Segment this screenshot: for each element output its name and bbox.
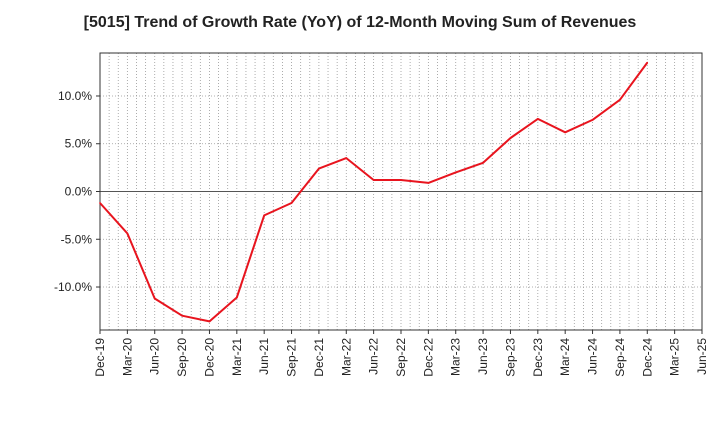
data-point — [591, 119, 594, 121]
data-point — [482, 162, 484, 164]
data-point — [181, 314, 183, 317]
y-tick-label: 0.0% — [65, 185, 93, 199]
x-tick-label: Jun-24 — [586, 338, 600, 375]
x-tick-label: Sep-24 — [613, 338, 627, 377]
data-point — [345, 157, 348, 159]
x-tick-label: Sep-21 — [285, 338, 299, 377]
data-point — [208, 320, 211, 323]
x-tick-label: Mar-21 — [230, 338, 244, 376]
data-point — [400, 179, 402, 181]
x-tick-label: Mar-22 — [339, 338, 353, 376]
axes — [96, 52, 703, 334]
x-tick-label: Dec-21 — [312, 338, 326, 377]
grid-lines — [100, 53, 702, 330]
chart-title: [5015] Trend of Growth Rate (YoY) of 12-… — [83, 14, 637, 31]
y-tick-label: -10.0% — [54, 280, 92, 294]
x-tick-label: Jun-22 — [367, 338, 381, 375]
data-point — [318, 167, 320, 170]
tick-labels: 10.0% 5.0% 0.0% -5.0% -10.0% Dec-19 Mar-20 Jun-… — [54, 89, 709, 377]
y-tick-label: 10.0% — [58, 89, 92, 103]
x-tick-label: Jun-25 — [695, 338, 709, 375]
data-point — [509, 137, 512, 139]
data-point — [290, 202, 293, 204]
x-tick-label: Dec-19 — [93, 338, 107, 377]
x-tick-label: Mar-24 — [558, 338, 572, 376]
x-tick-label: Sep-23 — [503, 338, 517, 377]
data-point — [537, 118, 539, 120]
data-point — [619, 99, 621, 101]
x-tick-label: Jun-20 — [148, 338, 162, 375]
y-tick-label: 5.0% — [65, 137, 93, 151]
x-tick-label: Dec-20 — [202, 338, 216, 377]
x-tick-label: Jun-21 — [257, 338, 271, 375]
data-point — [236, 296, 238, 299]
x-tick-label: Jun-23 — [476, 338, 490, 375]
data-point — [646, 61, 649, 64]
data-point — [564, 131, 566, 134]
data-point — [126, 232, 129, 235]
x-tick-label: Sep-20 — [175, 338, 189, 377]
x-tick-label: Sep-22 — [394, 338, 408, 377]
data-point — [372, 179, 375, 181]
x-tick-label: Dec-22 — [421, 338, 435, 377]
data-point — [427, 182, 430, 184]
series-layer — [99, 61, 649, 323]
data-point — [263, 214, 265, 217]
x-tick-label: Mar-20 — [120, 338, 134, 376]
data-point — [454, 171, 457, 174]
x-tick-label: Dec-24 — [640, 338, 654, 377]
data-point — [153, 297, 156, 300]
x-tick-label: Dec-23 — [531, 338, 545, 377]
x-tick-label: Mar-25 — [668, 338, 682, 376]
data-point — [99, 202, 101, 204]
y-tick-label: -5.0% — [61, 232, 93, 246]
x-tick-label: Mar-23 — [449, 338, 463, 376]
